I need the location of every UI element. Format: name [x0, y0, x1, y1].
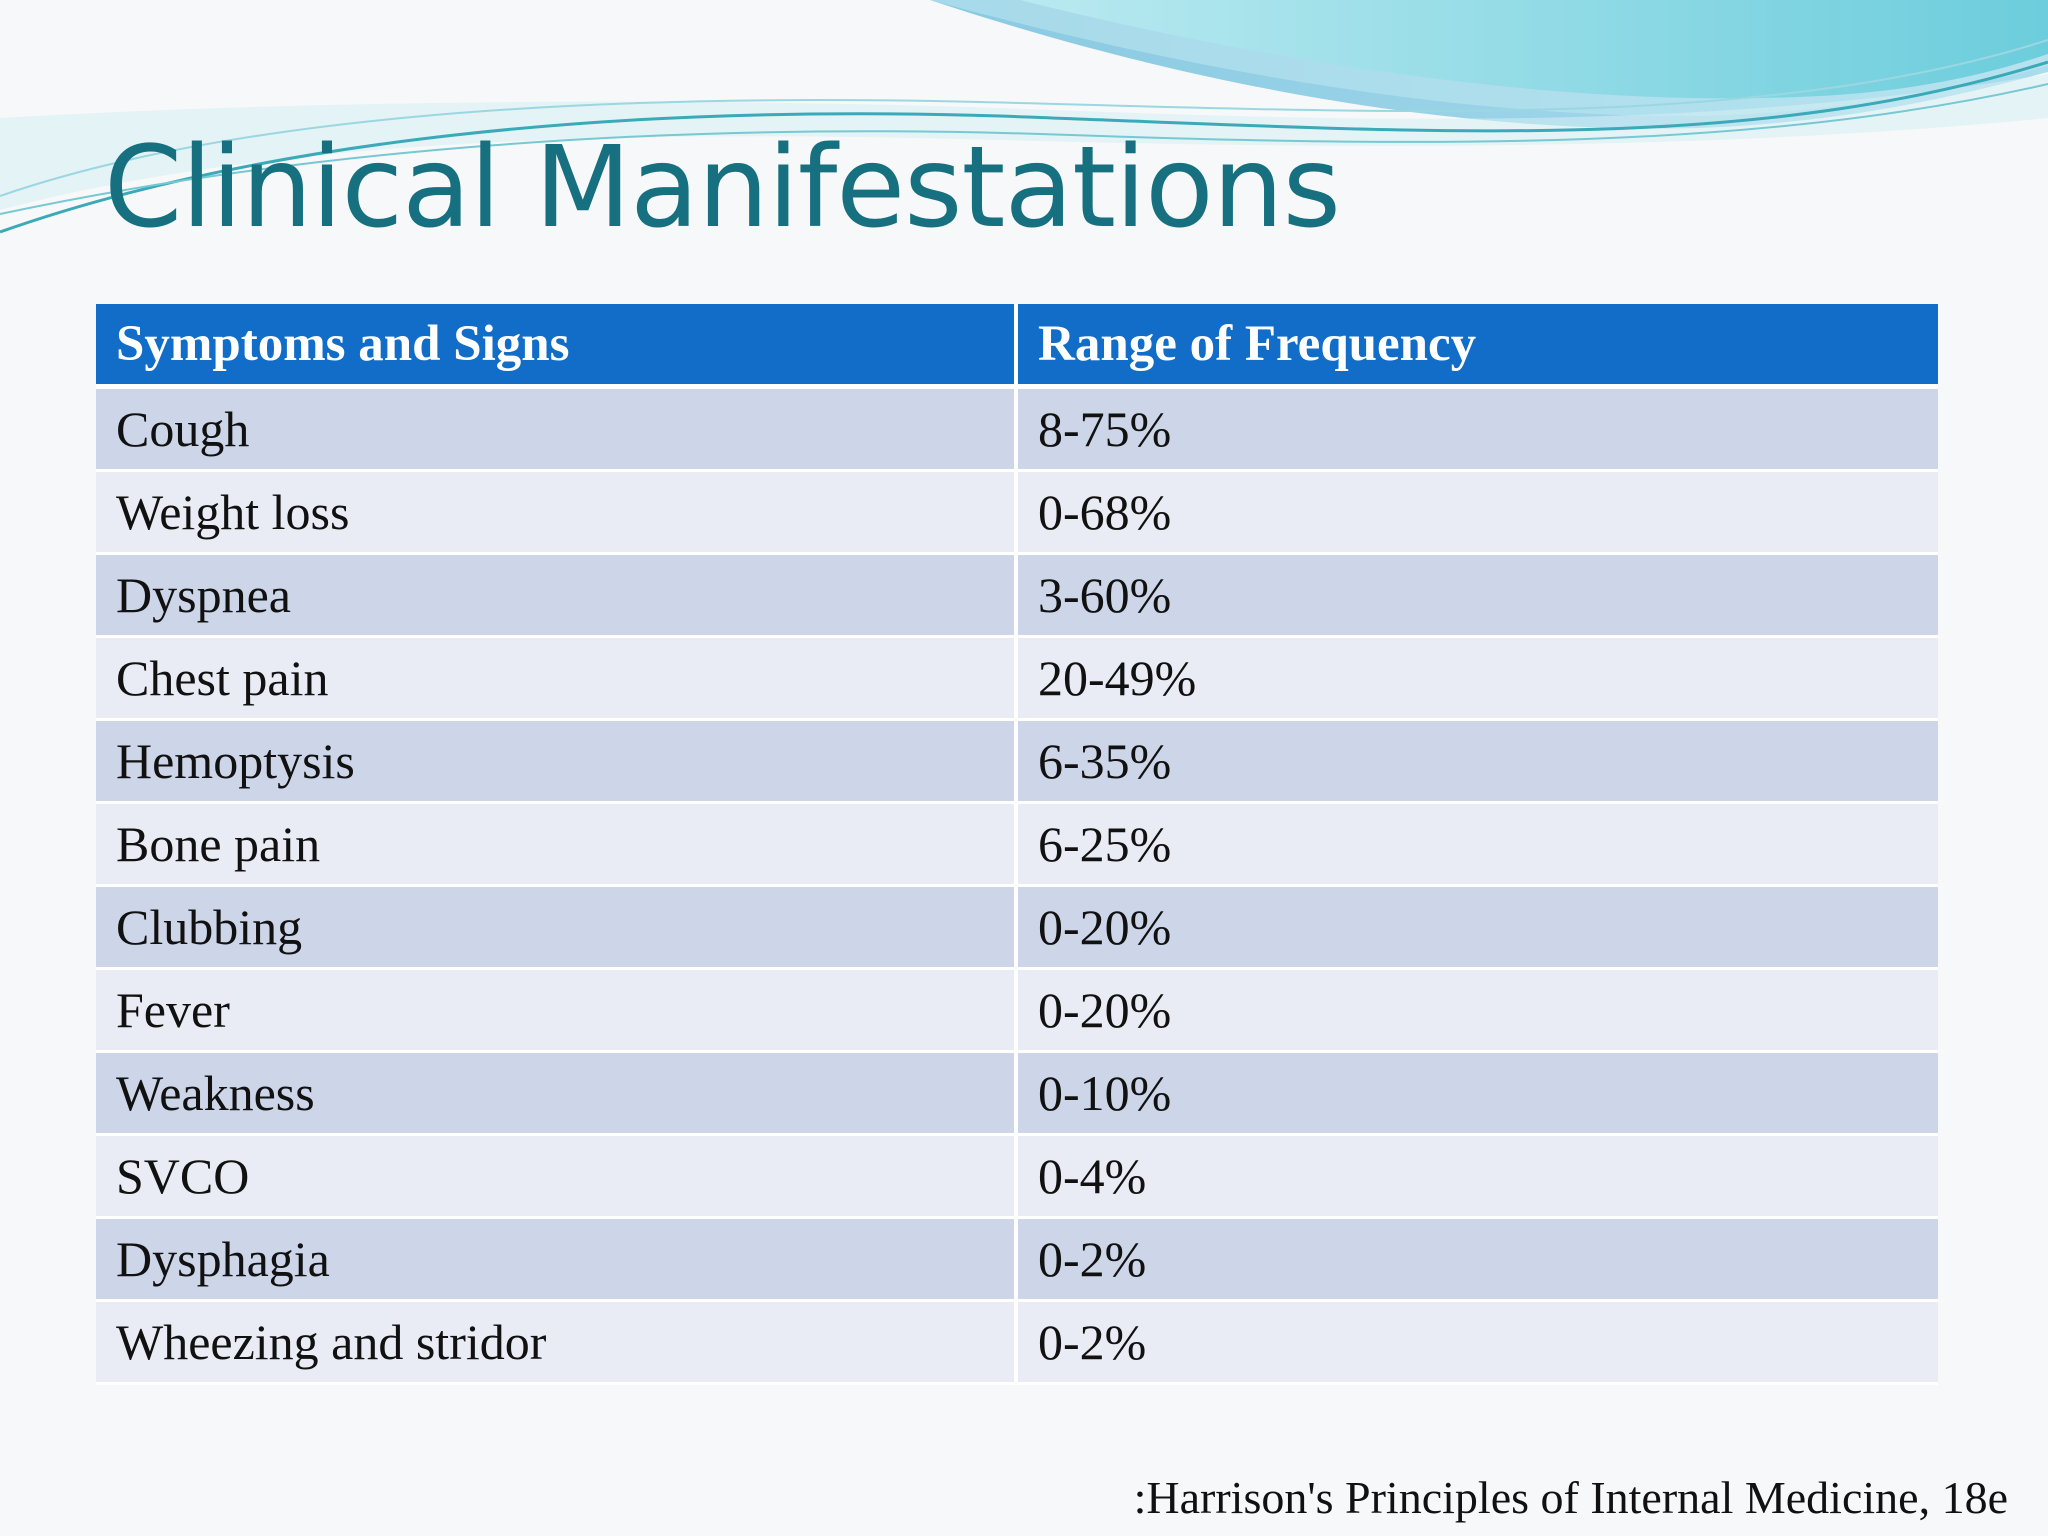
wave-line-3 — [0, 39, 2048, 197]
slide-title: Clinical Manifestations — [104, 123, 1341, 253]
table-row: Cough 8-75% — [96, 389, 1938, 472]
frequency-cell: 0-20% — [1018, 970, 1938, 1053]
table-row: Fever 0-20% — [96, 970, 1938, 1053]
frequency-cell: 20-49% — [1018, 638, 1938, 721]
symptom-cell: Fever — [96, 970, 1018, 1053]
table-row: Hemoptysis 6-35% — [96, 721, 1938, 804]
symptom-cell: Cough — [96, 389, 1018, 472]
frequency-cell: 0-10% — [1018, 1053, 1938, 1136]
manifestations-table: Symptoms and Signs Range of Frequency Co… — [96, 304, 1938, 1385]
wave-line-2 — [0, 83, 2048, 215]
symptom-cell: SVCO — [96, 1136, 1018, 1219]
frequency-cell: 3-60% — [1018, 555, 1938, 638]
symptom-cell: Chest pain — [96, 638, 1018, 721]
frequency-cell: 6-35% — [1018, 721, 1938, 804]
symptom-cell: Hemoptysis — [96, 721, 1018, 804]
symptom-cell: Wheezing and stridor — [96, 1302, 1018, 1385]
frequency-cell: 0-20% — [1018, 887, 1938, 970]
table-header-row: Symptoms and Signs Range of Frequency — [96, 304, 1938, 389]
frequency-cell: 8-75% — [1018, 389, 1938, 472]
symptom-cell: Dyspnea — [96, 555, 1018, 638]
wave-line-1 — [0, 60, 2048, 234]
frequency-cell: 6-25% — [1018, 804, 1938, 887]
wave-band-lower — [0, 74, 2048, 210]
table-row: Wheezing and stridor 0-2% — [96, 1302, 1938, 1385]
frequency-cell: 0-2% — [1018, 1302, 1938, 1385]
table-row: Chest pain 20-49% — [96, 638, 1938, 721]
symptom-cell: Bone pain — [96, 804, 1018, 887]
table-row: Weakness 0-10% — [96, 1053, 1938, 1136]
column-header-frequency: Range of Frequency — [1018, 304, 1938, 389]
table-row: Weight loss 0-68% — [96, 472, 1938, 555]
table-row: SVCO 0-4% — [96, 1136, 1938, 1219]
symptom-cell: Weight loss — [96, 472, 1018, 555]
column-header-symptoms: Symptoms and Signs — [96, 304, 1018, 389]
frequency-cell: 0-2% — [1018, 1219, 1938, 1302]
symptom-cell: Dysphagia — [96, 1219, 1018, 1302]
frequency-cell: 0-4% — [1018, 1136, 1938, 1219]
frequency-cell: 0-68% — [1018, 472, 1938, 555]
table-row: Dysphagia 0-2% — [96, 1219, 1938, 1302]
table-row: Clubbing 0-20% — [96, 887, 1938, 970]
source-citation: :Harrison's Principles of Internal Medic… — [1133, 1472, 2008, 1523]
wave-band-teal — [1020, 0, 2048, 99]
table-row: Bone pain 6-25% — [96, 804, 1938, 887]
symptom-cell: Clubbing — [96, 887, 1018, 970]
table-row: Dyspnea 3-60% — [96, 555, 1938, 638]
symptom-cell: Weakness — [96, 1053, 1018, 1136]
